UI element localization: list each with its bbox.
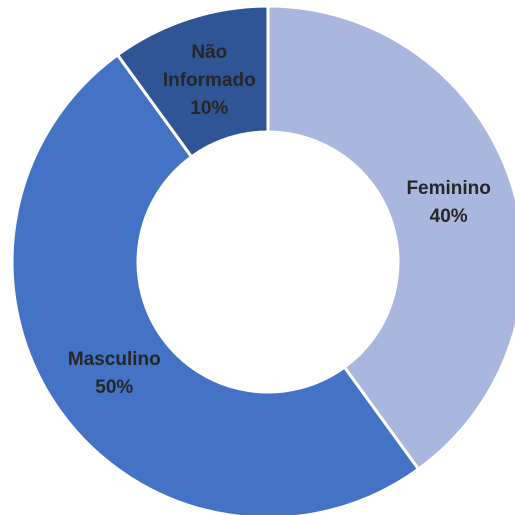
donut-slice [266, 4, 515, 472]
data-label: Não Informado 10% [150, 39, 268, 123]
data-label: Feminino 40% [390, 175, 508, 231]
donut-slice [10, 52, 421, 515]
donut-slice [115, 4, 270, 159]
category-label: Não Informado [162, 42, 256, 92]
data-label: Masculino 50% [55, 346, 173, 402]
category-label: Masculino [67, 348, 161, 370]
category-label: Feminino [406, 178, 491, 200]
value-label: 10% [190, 98, 229, 120]
value-label: 40% [429, 206, 468, 228]
value-label: 50% [95, 376, 134, 398]
